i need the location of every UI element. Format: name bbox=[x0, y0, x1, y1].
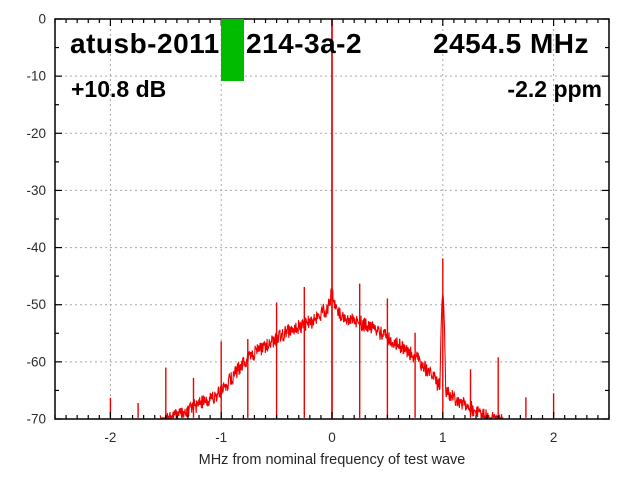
test-id-right: 214-3a-2 bbox=[246, 28, 363, 59]
x-tick-label: 1 bbox=[439, 430, 447, 445]
y-tick-label: -30 bbox=[26, 183, 46, 198]
y-tick-label: -40 bbox=[26, 240, 46, 255]
x-tick-label: -2 bbox=[104, 430, 116, 445]
test-id-left: atusb-2011 bbox=[70, 28, 220, 59]
gain-value: +10.8 dB bbox=[71, 76, 167, 102]
x-tick-label: -1 bbox=[215, 430, 227, 445]
x-tick-label: 2 bbox=[550, 430, 558, 445]
y-tick-label: 0 bbox=[38, 12, 46, 27]
band-marker bbox=[221, 19, 245, 81]
y-tick-label: -10 bbox=[26, 69, 46, 84]
y-tick-label: -70 bbox=[26, 412, 46, 427]
ppm-offset: -2.2 ppm bbox=[507, 76, 602, 102]
x-tick-label: 0 bbox=[328, 430, 336, 445]
x-axis-title: MHz from nominal frequency of test wave bbox=[199, 452, 466, 468]
center-frequency: 2454.5 MHz bbox=[433, 28, 589, 59]
y-tick-label: -50 bbox=[26, 297, 46, 312]
y-tick-label: -20 bbox=[26, 126, 46, 141]
y-tick-label: -60 bbox=[26, 354, 46, 369]
